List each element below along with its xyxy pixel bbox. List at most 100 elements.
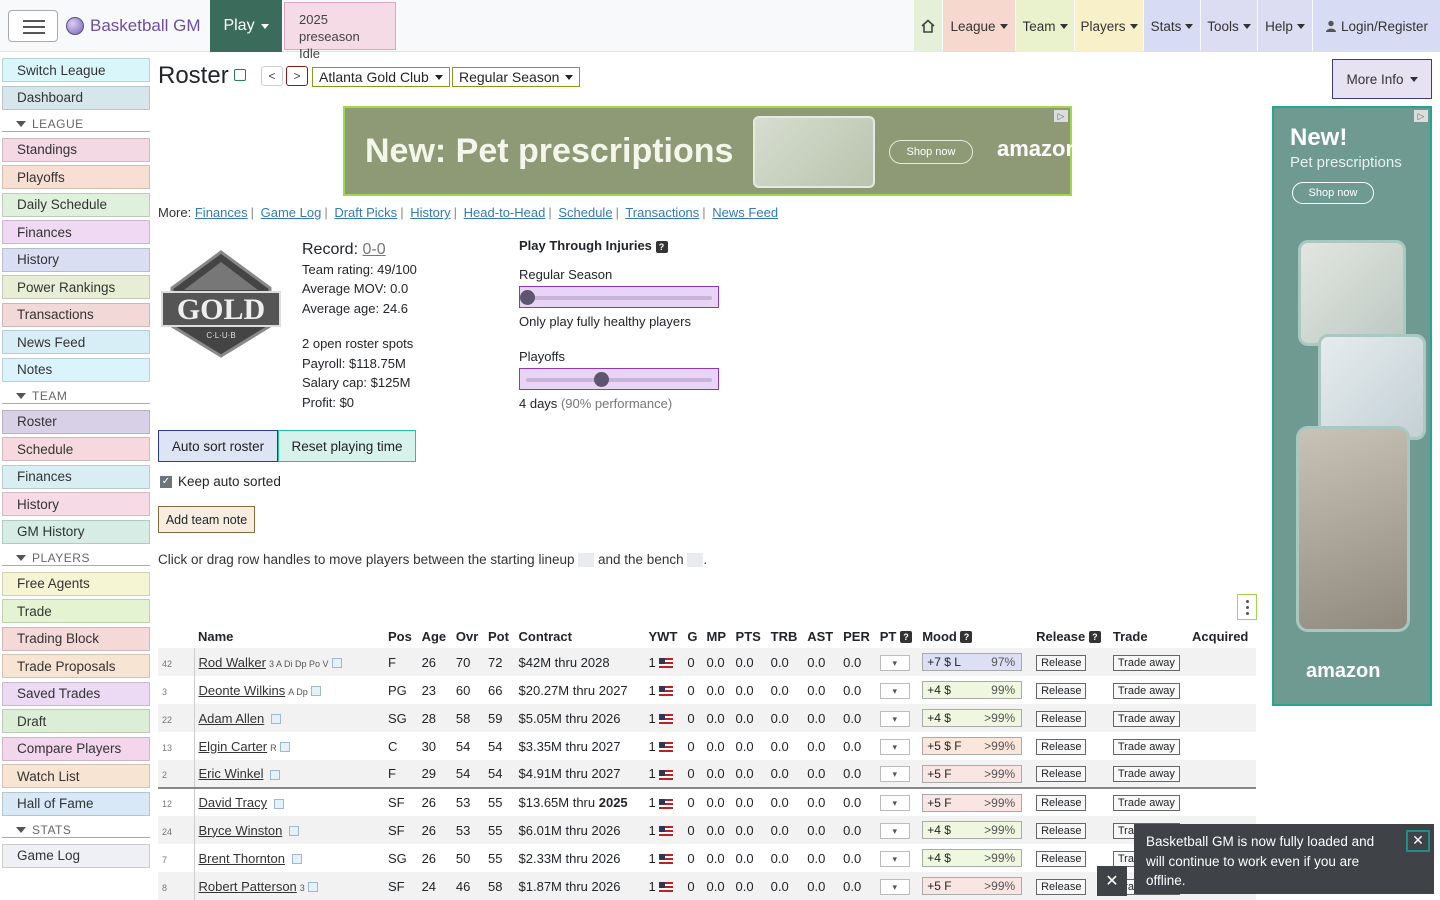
sidebar-item-transactions[interactable]: Transactions xyxy=(2,302,150,327)
help-menu[interactable]: Help xyxy=(1258,0,1312,52)
sidebar-header-team[interactable]: TEAM xyxy=(2,389,150,404)
table-row[interactable]: 42 Rod Walker 3 A Di Dp Po V F 26 70 72 $42M t… xyxy=(158,648,1256,676)
mood-badge[interactable]: +5 F >99% xyxy=(922,877,1023,895)
release-button[interactable]: Release xyxy=(1036,710,1087,727)
mood-badge[interactable]: +4 $ >99% xyxy=(922,849,1023,867)
col-trb[interactable]: TRB xyxy=(770,628,798,644)
release-button[interactable]: Release xyxy=(1036,822,1087,839)
col-mood[interactable]: Mood ? xyxy=(918,624,1032,648)
stats-menu[interactable]: Stats xyxy=(1144,0,1200,52)
trade-away-button[interactable]: Trade away xyxy=(1112,710,1180,727)
sidebar-item-free-agents[interactable]: Free Agents xyxy=(2,571,150,596)
stats-icon[interactable] xyxy=(280,742,291,753)
player-name-link[interactable]: David Tracy xyxy=(198,795,268,810)
stats-icon[interactable] xyxy=(308,882,319,893)
drag-handle[interactable]: 7 xyxy=(158,844,195,872)
col-ovr[interactable]: Ovr xyxy=(455,628,479,644)
sidebar-item-trading-block[interactable]: Trading Block xyxy=(2,626,150,651)
sidebar-item-roster[interactable]: Roster xyxy=(2,409,150,434)
col-release[interactable]: Release ? xyxy=(1032,624,1109,648)
ad-choices-icon[interactable]: ▷ xyxy=(1054,110,1068,122)
sidebar-item-notes[interactable]: Notes xyxy=(2,357,150,382)
stats-icon[interactable] xyxy=(311,686,322,697)
next-button[interactable]: > xyxy=(286,66,308,86)
reset-playing-time-button[interactable]: Reset playing time xyxy=(278,430,416,462)
player-name-link[interactable]: Deonte Wilkins xyxy=(198,682,286,698)
sidebar-item-trade-proposals[interactable]: Trade Proposals xyxy=(2,654,150,678)
keep-auto-sorted[interactable]: ✓ Keep auto sorted xyxy=(160,474,281,489)
release-button[interactable]: Release xyxy=(1036,682,1087,699)
col-trade[interactable]: Trade xyxy=(1112,628,1148,644)
regular-season-slider[interactable] xyxy=(519,286,719,308)
sidebar-item-team-history[interactable]: History xyxy=(2,492,150,516)
link-game-log[interactable]: Game Log xyxy=(260,205,322,220)
play-menu-button[interactable]: Play xyxy=(210,0,282,52)
trade-away-button[interactable]: Trade away xyxy=(1112,654,1180,671)
sidebar-item-schedule[interactable]: Schedule xyxy=(2,437,150,461)
sidebar-item-switch-league[interactable]: Switch League xyxy=(2,58,150,82)
player-name-link[interactable]: Adam Allen xyxy=(198,710,265,726)
drag-handle[interactable]: 2 xyxy=(158,760,195,788)
sidebar-item-power-rankings[interactable]: Power Rankings xyxy=(2,275,150,299)
tools-menu[interactable]: Tools xyxy=(1201,0,1257,52)
sidebar-item-gm-history[interactable]: GM History xyxy=(2,519,150,544)
drag-handle[interactable]: 8 xyxy=(158,872,195,900)
ad-banner[interactable]: ▷ New: Pet prescriptions Shop now amazon xyxy=(343,106,1079,196)
season-select[interactable]: Regular Season xyxy=(452,67,581,87)
sidebar-header-league[interactable]: LEAGUE xyxy=(2,117,150,132)
sidebar-item-finances[interactable]: Finances xyxy=(2,220,150,244)
player-name-link[interactable]: Elgin Carter xyxy=(198,738,268,754)
player-name-link[interactable]: Eric Winkel xyxy=(198,766,264,781)
previous-button[interactable]: < xyxy=(261,66,283,86)
mood-badge[interactable]: +5 $ F >99% xyxy=(922,737,1023,755)
mood-badge[interactable]: +4 $ 99% xyxy=(922,681,1023,699)
team-menu[interactable]: Team xyxy=(1016,0,1074,52)
sidebar-item-draft[interactable]: Draft xyxy=(2,709,150,733)
team-select[interactable]: Atlanta Gold Club xyxy=(312,67,450,87)
sidebar-item-standings[interactable]: Standings xyxy=(2,137,150,162)
sidebar-item-playoffs[interactable]: Playoffs xyxy=(2,165,150,189)
drag-handle[interactable]: 22 xyxy=(158,704,195,732)
trade-away-button[interactable]: Trade away xyxy=(1112,795,1180,811)
table-row[interactable]: 13 Elgin Carter R C 30 54 54 $3.35M thru 2027 1… xyxy=(158,732,1256,760)
sidebar-item-watch-list[interactable]: Watch List xyxy=(2,764,150,788)
col-name[interactable]: Name xyxy=(198,628,234,644)
col-ast[interactable]: AST xyxy=(807,628,834,644)
playing-time-select[interactable]: ▾ xyxy=(879,850,910,867)
more-info-button[interactable]: More Info xyxy=(1332,59,1432,99)
col-age[interactable]: Age xyxy=(421,628,447,644)
drag-handle[interactable]: 13 xyxy=(158,732,195,760)
auto-sort-button[interactable]: Auto sort roster xyxy=(158,430,278,462)
col-ywt[interactable]: YWT xyxy=(648,628,678,644)
stats-icon[interactable] xyxy=(288,826,299,837)
col-pot[interactable]: Pot xyxy=(487,628,509,644)
sidebar-item-compare-players[interactable]: Compare Players xyxy=(2,736,150,761)
release-button[interactable]: Release xyxy=(1036,654,1087,671)
stats-icon[interactable] xyxy=(332,658,343,669)
league-menu[interactable]: League xyxy=(943,0,1015,52)
playing-time-select[interactable]: ▾ xyxy=(879,822,910,839)
col-acquired[interactable]: Acquired xyxy=(1192,628,1249,644)
release-button[interactable]: Release xyxy=(1036,738,1087,755)
link-head-to-head[interactable]: Head-to-Head xyxy=(463,205,546,220)
season-phase-status[interactable]: 2025 preseason Idle xyxy=(284,2,396,61)
table-row[interactable]: 12 David Tracy SF 26 53 55 $13.65M thru 2025 1… xyxy=(158,787,1256,816)
mood-badge[interactable]: +5 F >99% xyxy=(922,764,1023,783)
sidebar-item-trade[interactable]: Trade xyxy=(2,599,150,623)
stats-icon[interactable] xyxy=(270,714,281,725)
help-icon[interactable]: ? xyxy=(655,240,668,253)
table-row[interactable]: 8 Robert Patterson 3 SF 24 46 58 $1.87M thru 2… xyxy=(158,872,1256,900)
table-options-button[interactable] xyxy=(1237,594,1257,620)
add-team-note-button[interactable]: Add team note xyxy=(158,506,255,533)
link-transactions[interactable]: Transactions xyxy=(625,205,700,220)
player-name-link[interactable]: Robert Patterson xyxy=(198,878,297,894)
help-icon[interactable]: ? xyxy=(960,631,973,644)
sidebar-item-history[interactable]: History xyxy=(2,247,150,272)
playing-time-select[interactable]: ▾ xyxy=(879,654,910,671)
drag-handle[interactable]: 12 xyxy=(158,787,195,816)
drag-handle[interactable]: 3 xyxy=(158,676,195,704)
playing-time-select[interactable]: ▾ xyxy=(879,710,910,727)
table-row[interactable]: 24 Bryce Winston SF 26 53 55 $6.01M thru 2026… xyxy=(158,816,1256,844)
playing-time-select[interactable]: ▾ xyxy=(879,682,910,699)
